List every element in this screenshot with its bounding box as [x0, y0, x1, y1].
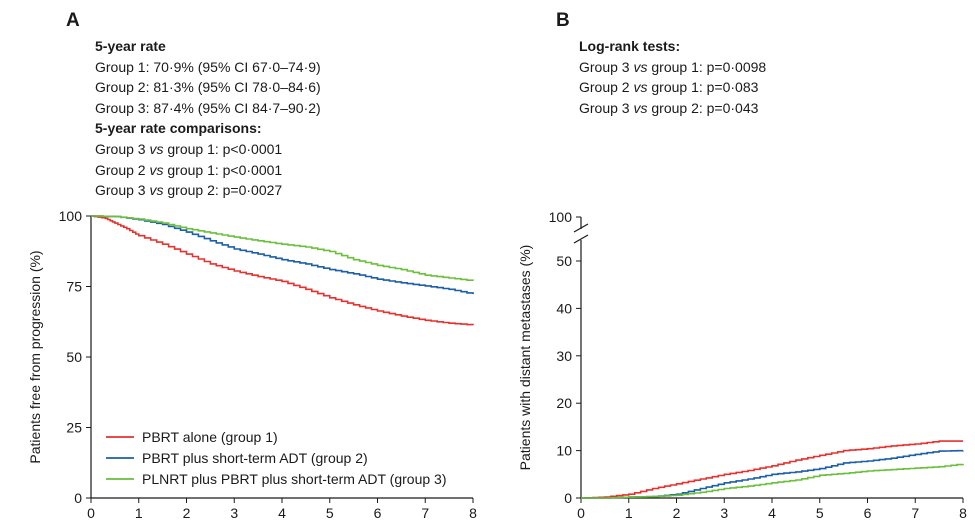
series-line-group-1	[91, 215, 474, 326]
y-tick-label: 20	[556, 395, 572, 411]
y-tick-label: 0	[74, 490, 82, 506]
panel-a-plot: 0 1 2 3 4 5 6 7 8 0 25 50 75 100 Patients free from pr…	[27, 208, 477, 521]
five-year-rate-heading: 5-year rate	[95, 38, 166, 54]
series-line-group-3	[581, 463, 964, 499]
y-tick-label: 40	[556, 300, 572, 316]
comparison-line: Group 2 vs group 1: p<0·0001	[95, 161, 283, 178]
x-tick-label: 4	[768, 505, 776, 521]
x-tick-label: 5	[816, 505, 824, 521]
x-tick-label: 7	[911, 505, 919, 521]
panel-b-label: B	[556, 10, 570, 31]
legend-label: PBRT plus short-term ADT (group 2)	[142, 450, 368, 466]
x-tick-label: 7	[421, 505, 429, 521]
x-tick-label: 6	[864, 505, 872, 521]
x-tick-label: 4	[278, 505, 286, 521]
y-axis-label: Patients with distant metastases (%)	[517, 245, 533, 471]
legend-label: PBRT alone (group 1)	[142, 429, 278, 445]
y-tick-label: 75	[66, 279, 82, 295]
x-tick-label: 0	[577, 505, 585, 521]
x-tick-label: 8	[469, 505, 477, 521]
rate-comparisons-heading: 5-year rate comparisons:	[95, 120, 262, 137]
comparison-line: Group 3 vs group 2: p=0·0027	[95, 182, 283, 199]
x-tick-label: 2	[183, 505, 191, 521]
x-tick-label: 3	[230, 505, 238, 521]
panel-a-stats: 5-year rate Group 1: 70·9% (95% CI 67·0–…	[95, 36, 321, 201]
series-line-group-3	[91, 215, 474, 281]
x-tick-label: 0	[87, 505, 95, 521]
x-tick-label: 3	[720, 505, 728, 521]
x-tick-label: 1	[625, 505, 633, 521]
panel-b-plot: 100 0 1 2 3 4 5 6 7 8 0 10 20 30 40 50 Patients with dis…	[517, 209, 967, 521]
x-tick-label: 1	[135, 505, 143, 521]
y-tick-label: 100	[549, 209, 573, 225]
x-tick-label: 2	[673, 505, 681, 521]
logrank-line: Group 3 vs group 2: p=0·043	[579, 99, 759, 116]
y-tick-label: 10	[556, 443, 572, 459]
logrank-line: Group 3 vs group 1: p=0·0098	[579, 58, 767, 75]
panel-a-label: A	[66, 10, 80, 31]
series-line-group-2	[581, 449, 964, 499]
rate-group-1: Group 1: 70·9% (95% CI 67·0–74·9)	[95, 58, 321, 75]
rate-group-3: Group 3: 87·4% (95% CI 84·7–90·2)	[95, 99, 321, 116]
series-line-group-1	[581, 440, 963, 499]
log-rank-heading: Log-rank tests:	[579, 38, 681, 54]
y-tick-label: 100	[59, 208, 83, 224]
x-tick-label: 8	[959, 505, 967, 521]
y-tick-label: 25	[66, 420, 82, 436]
y-axis-label: Patients free from progression (%)	[27, 250, 43, 463]
legend-label: PLNRT plus PBRT plus short-term ADT (gro…	[142, 471, 447, 487]
series-line-group-2	[91, 215, 474, 295]
y-tick-label: 0	[564, 490, 572, 506]
x-tick-label: 6	[374, 505, 382, 521]
y-tick-label: 50	[556, 253, 572, 269]
rate-group-2: Group 2: 81·3% (95% CI 78·0–84·6)	[95, 79, 321, 96]
logrank-line: Group 2 vs group 1: p=0·083	[579, 79, 759, 96]
y-tick-label: 50	[66, 349, 82, 365]
axis-break-mark	[573, 234, 589, 244]
comparison-line: Group 3 vs group 1: p<0·0001	[95, 140, 283, 157]
x-tick-label: 5	[326, 505, 334, 521]
axis-break-mark	[573, 223, 589, 233]
panel-b-stats: Log-rank tests: Group 3 vs group 1: p=0·…	[579, 36, 766, 118]
y-tick-label: 30	[556, 348, 572, 364]
